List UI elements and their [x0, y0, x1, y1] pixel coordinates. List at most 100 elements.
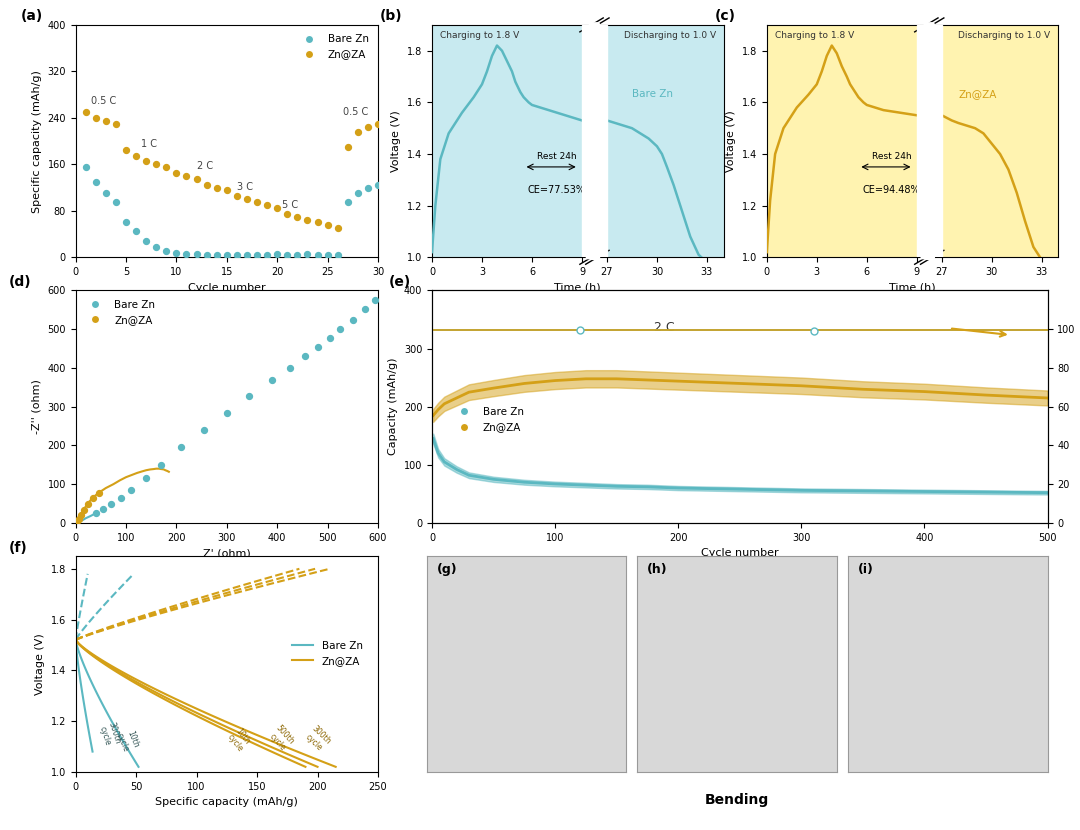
Point	[87, 506, 105, 520]
Text: (c): (c)	[714, 9, 735, 23]
Y-axis label: Voltage (V): Voltage (V)	[391, 110, 402, 172]
Legend: Bare Zn, Zn@ZA: Bare Zn, Zn@ZA	[294, 30, 373, 64]
Point	[127, 225, 145, 238]
Point	[299, 247, 316, 261]
Point	[198, 178, 215, 192]
Point	[68, 515, 85, 528]
X-axis label: Specific capacity (mAh/g): Specific capacity (mAh/g)	[156, 797, 298, 808]
Point	[319, 248, 336, 261]
Point	[269, 202, 286, 215]
Point	[79, 497, 96, 510]
Point	[178, 169, 195, 183]
Text: (a): (a)	[22, 9, 43, 23]
Point	[137, 471, 154, 485]
Point	[258, 248, 275, 261]
Text: (b): (b)	[379, 9, 402, 23]
Text: 2 C: 2 C	[653, 321, 674, 334]
Text: Bending: Bending	[705, 793, 769, 807]
X-axis label: Cycle number: Cycle number	[188, 282, 266, 293]
Point	[322, 331, 339, 344]
Text: Charging to 1.8 V: Charging to 1.8 V	[441, 31, 519, 40]
Point	[72, 509, 90, 522]
Text: Rest 24h: Rest 24h	[537, 152, 577, 161]
Text: 500th
cycle: 500th cycle	[267, 724, 296, 754]
Point	[118, 143, 135, 156]
Point	[148, 240, 165, 253]
Text: Discharging to 1.0 V: Discharging to 1.0 V	[623, 31, 716, 40]
Y-axis label: Specific capacity (mAh/g): Specific capacity (mAh/g)	[31, 70, 42, 212]
Text: Rest 24h: Rest 24h	[872, 152, 912, 161]
X-axis label: Time (h): Time (h)	[889, 282, 936, 293]
Point	[218, 248, 235, 261]
Point	[148, 158, 165, 171]
Text: 1 C: 1 C	[141, 139, 157, 149]
Point	[258, 198, 275, 212]
Point	[127, 149, 145, 162]
Point	[188, 172, 205, 185]
Point	[107, 195, 124, 208]
Text: 0.5 C: 0.5 C	[91, 96, 116, 106]
Point	[75, 503, 92, 516]
Text: 0.5 C: 0.5 C	[342, 107, 368, 117]
Point	[87, 111, 105, 124]
Point	[95, 503, 112, 516]
Point	[173, 441, 190, 454]
Point	[167, 246, 185, 259]
Bar	[432, 25, 582, 257]
Point	[239, 248, 256, 261]
Point	[367, 294, 384, 307]
Text: Charging to 1.8 V: Charging to 1.8 V	[775, 31, 854, 40]
Point	[339, 140, 356, 154]
Point	[360, 120, 377, 133]
Point	[158, 245, 175, 258]
Point	[77, 160, 94, 173]
Point	[288, 210, 306, 223]
Point	[241, 389, 258, 403]
Point	[97, 187, 114, 200]
X-axis label: Time (h): Time (h)	[554, 282, 602, 293]
Point	[84, 491, 102, 505]
Text: 300th
cycle: 300th cycle	[97, 721, 122, 749]
Point	[299, 213, 316, 227]
Text: (i): (i)	[858, 563, 874, 575]
Point	[90, 486, 107, 500]
Point	[97, 114, 114, 127]
Point	[137, 154, 154, 168]
Point	[329, 222, 347, 235]
Text: 10th
cycle: 10th cycle	[226, 726, 253, 754]
Point	[360, 181, 377, 194]
Point	[345, 313, 362, 326]
Point	[208, 181, 226, 194]
Legend: Bare Zn, Zn@ZA: Bare Zn, Zn@ZA	[449, 403, 528, 437]
Point	[188, 247, 205, 261]
Point	[218, 406, 235, 419]
Point	[122, 483, 139, 496]
Text: Bare Zn: Bare Zn	[632, 89, 673, 100]
Point	[178, 247, 195, 261]
Point	[319, 218, 336, 232]
Point	[356, 302, 374, 315]
Text: CE=94.48%: CE=94.48%	[863, 185, 920, 195]
Point	[288, 248, 306, 261]
Point	[296, 349, 313, 363]
Point	[269, 247, 286, 261]
Point	[218, 183, 235, 197]
Text: (d): (d)	[9, 275, 31, 289]
Point	[309, 340, 326, 354]
Bar	[582, 25, 607, 257]
Point	[332, 323, 349, 336]
Legend: Bare Zn, Zn@ZA: Bare Zn, Zn@ZA	[81, 295, 160, 330]
Text: 5 C: 5 C	[282, 201, 298, 211]
X-axis label: Z' (ohm): Z' (ohm)	[203, 548, 251, 559]
Text: Zn@ZA: Zn@ZA	[958, 89, 997, 100]
X-axis label: Cycle number: Cycle number	[701, 548, 779, 559]
Point	[107, 117, 124, 130]
Point	[118, 216, 135, 229]
Point	[77, 105, 94, 119]
Bar	[767, 25, 917, 257]
Text: (h): (h)	[647, 563, 667, 575]
Point	[349, 187, 366, 200]
Point	[112, 491, 130, 505]
Text: 2 C: 2 C	[197, 161, 213, 171]
Point	[248, 195, 266, 208]
